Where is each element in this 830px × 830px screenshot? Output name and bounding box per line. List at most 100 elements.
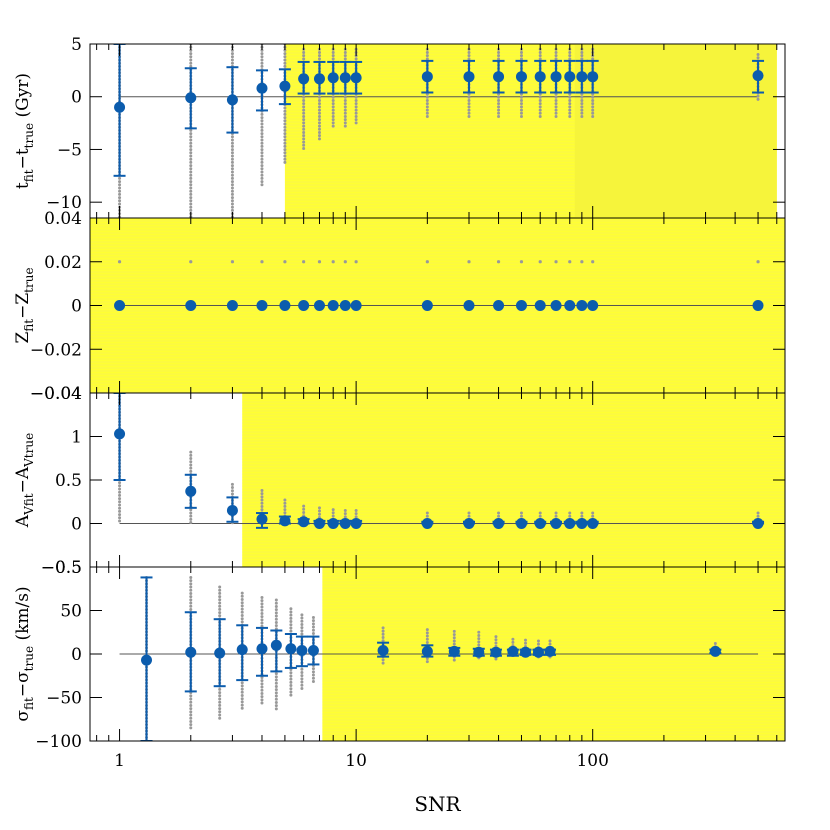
- scatter-dot: [554, 57, 558, 61]
- scatter-dot: [289, 607, 293, 611]
- scatter-dot: [467, 514, 471, 518]
- scatter-dot: [118, 509, 122, 513]
- scatter-dot: [260, 61, 264, 65]
- scatter-dot: [591, 57, 595, 61]
- scatter-dot: [260, 55, 264, 59]
- scatter-dot: [260, 116, 264, 120]
- scatter-dot: [260, 112, 264, 116]
- scatter-dot: [260, 615, 264, 619]
- median-marker-extinction-5: [298, 516, 310, 528]
- scatter-dot: [274, 700, 278, 704]
- median-marker-metallicity-12: [493, 300, 505, 311]
- scatter-dot: [240, 706, 244, 710]
- scatter-dot: [189, 170, 193, 174]
- scatter-dot: [283, 151, 287, 155]
- median-marker-extinction-11: [463, 518, 475, 529]
- median-marker-extinction-13: [515, 518, 527, 529]
- scatter-dot: [218, 614, 222, 618]
- scatter-dot: [554, 260, 558, 264]
- scatter-dot: [467, 111, 471, 115]
- scatter-dot: [467, 54, 471, 58]
- scatter-dot: [519, 514, 523, 518]
- scatter-dot: [467, 260, 471, 264]
- y-axis-title-part: (Gyr): [13, 73, 33, 123]
- scatter-dot: [591, 102, 595, 106]
- scatter-dot: [260, 58, 264, 62]
- scatter-dot: [189, 58, 193, 62]
- median-marker-dispersion-2: [214, 647, 226, 659]
- scatter-dot: [260, 176, 264, 180]
- scatter-dot: [283, 260, 287, 264]
- scatter-dot: [189, 157, 193, 161]
- scatter-dot: [260, 608, 264, 612]
- scatter-dot: [354, 111, 358, 115]
- scatter-dot: [230, 196, 234, 200]
- scatter-dot: [354, 118, 358, 122]
- scatter-dot: [230, 148, 234, 152]
- y-tick-label-metallicity-4: −0.04: [30, 384, 82, 404]
- scatter-dot: [260, 167, 264, 171]
- scatter-dot: [240, 700, 244, 704]
- median-marker-age-3: [256, 82, 268, 94]
- scatter-dot: [467, 511, 471, 515]
- scatter-dot: [381, 632, 385, 636]
- scatter-dot: [425, 640, 429, 644]
- scatter-dot: [580, 114, 584, 118]
- scatter-dot: [189, 710, 193, 714]
- scatter-dot: [189, 521, 193, 525]
- scatter-dot: [283, 122, 287, 126]
- scatter-dot: [118, 183, 122, 187]
- scatter-dot: [118, 180, 122, 184]
- scatter-dot: [300, 616, 304, 620]
- scatter-dot: [240, 604, 244, 608]
- scatter-dot: [189, 144, 193, 148]
- y-axis-title-part: −σ: [13, 671, 33, 697]
- y-axis-title-subscript: Vfit: [22, 493, 36, 516]
- scatter-dot: [218, 607, 222, 611]
- scatter-dot: [260, 52, 264, 56]
- y-tick-label-dispersion-top: −0.5: [41, 558, 82, 578]
- scatter-dot: [189, 514, 193, 518]
- scatter-dot: [189, 208, 193, 212]
- median-marker-age-16: [564, 71, 576, 83]
- scatter-dot: [283, 157, 287, 161]
- scatter-dot: [568, 54, 572, 58]
- scatter-dot: [467, 98, 471, 102]
- scatter-dot: [467, 108, 471, 112]
- scatter-dot: [591, 260, 595, 264]
- scatter-dot: [230, 167, 234, 171]
- scatter-dot: [497, 511, 501, 515]
- scatter-column-metallicity-16: [568, 260, 572, 264]
- scatter-dot: [538, 260, 542, 264]
- scatter-dot: [425, 514, 429, 518]
- scatter-column-metallicity-0: [117, 260, 122, 264]
- scatter-dot: [497, 95, 501, 99]
- median-marker-dispersion-12: [473, 646, 485, 658]
- median-marker-dispersion-13: [490, 646, 502, 658]
- scatter-dot: [452, 636, 456, 640]
- median-marker-age-6: [313, 73, 325, 85]
- y-tick-label-age-2: −5: [57, 140, 82, 160]
- scatter-dot: [189, 132, 193, 136]
- panel-age: 5 0 −5 −10 tfit−ttrue (Gyr): [13, 35, 786, 219]
- y-tick-label-dispersion-3: −100: [35, 732, 82, 752]
- scatter-dot: [354, 114, 358, 118]
- scatter-dot: [580, 102, 584, 106]
- scatter-dot: [300, 613, 304, 617]
- median-marker-extinction-0: [114, 428, 126, 440]
- y-axis-title-subscript: true: [22, 123, 36, 148]
- scatter-dot: [283, 58, 287, 62]
- scatter-dot: [260, 605, 264, 609]
- scatter-dot: [331, 105, 335, 109]
- scatter-dot: [240, 591, 244, 595]
- y-axis-title-part: A: [13, 514, 33, 528]
- scatter-dot: [189, 585, 193, 589]
- scatter-dot: [568, 57, 572, 61]
- scatter-dot: [289, 626, 293, 630]
- scatter-column-metallicity-1: [189, 260, 193, 264]
- scatter-dot: [283, 119, 287, 123]
- scatter-dot: [289, 693, 293, 697]
- scatter-dot: [189, 450, 193, 454]
- scatter-dot: [260, 138, 264, 142]
- scatter-dot: [311, 615, 315, 619]
